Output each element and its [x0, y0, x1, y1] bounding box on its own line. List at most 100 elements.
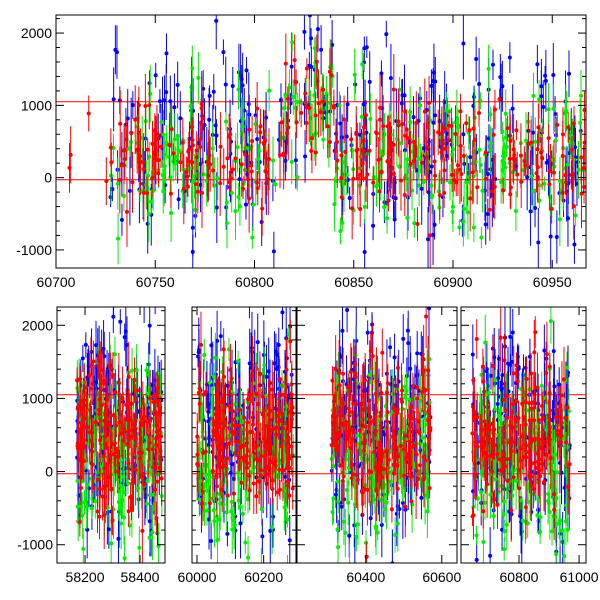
data-point-red [143, 104, 148, 109]
data-point-red [566, 125, 571, 130]
data-point-red [103, 441, 108, 446]
data-point-green [500, 168, 505, 173]
data-point-blue [548, 234, 553, 239]
data-point-green [152, 492, 157, 497]
data-points [192, 307, 296, 583]
data-point-red [351, 176, 356, 181]
data-point-red [249, 169, 254, 174]
data-point-blue [554, 234, 559, 239]
data-point-red [116, 454, 121, 459]
data-point-blue [276, 342, 281, 347]
data-point-red [239, 480, 244, 485]
data-point-red [269, 427, 274, 432]
data-point-green [196, 174, 201, 179]
data-point-green [105, 505, 110, 510]
data-point-red [314, 59, 319, 64]
data-point-red [385, 410, 390, 415]
data-point-red [220, 438, 225, 443]
data-point-red [333, 366, 338, 371]
data-point-green [331, 464, 336, 469]
data-point-green [273, 182, 278, 187]
data-point-blue [402, 148, 407, 153]
data-point-red [379, 170, 384, 175]
data-point-green [215, 176, 220, 181]
axes-frame [191, 306, 297, 564]
data-point-red [159, 144, 164, 149]
data-point-blue [498, 75, 503, 80]
data-point-blue [339, 504, 344, 509]
data-point-red [90, 462, 95, 467]
data-point-green [417, 183, 422, 188]
data-point-green [488, 112, 493, 117]
data-point-red [385, 159, 390, 164]
data-point-red [193, 182, 198, 187]
data-point-green [236, 359, 241, 364]
data-point-red [259, 473, 264, 478]
data-point-red [546, 136, 551, 141]
data-point-green [565, 162, 570, 167]
data-point-blue [221, 50, 226, 55]
data-point-red [381, 124, 386, 129]
data-point-green [372, 497, 377, 502]
data-point-red [139, 473, 144, 478]
data-point-red [349, 462, 354, 467]
data-point-red [377, 189, 382, 194]
data-point-green [147, 154, 152, 159]
data-point-green [336, 499, 341, 504]
data-point-green [227, 433, 232, 438]
x-tick-label: 60700 [37, 274, 76, 290]
data-point-blue [543, 73, 548, 78]
data-point-green [235, 145, 240, 150]
data-point-red [155, 387, 160, 392]
data-point-red [239, 162, 244, 167]
data-point-red [111, 413, 116, 418]
data-point-red [184, 170, 189, 175]
data-point-blue [236, 579, 240, 583]
data-point-green [93, 499, 98, 504]
data-point-green [237, 204, 242, 209]
data-point-green [146, 212, 151, 217]
data-point-green [573, 213, 578, 218]
data-point-red [367, 148, 372, 153]
data-point-red [420, 367, 425, 372]
data-point-red [115, 469, 120, 474]
data-point-blue [507, 55, 512, 60]
data-point-red [360, 394, 365, 399]
data-point-green [344, 172, 349, 177]
data-point-blue [238, 521, 243, 526]
data-point-red [318, 110, 323, 115]
data-point-red [386, 198, 391, 203]
data-point-red [487, 207, 492, 212]
data-point-red [290, 486, 295, 491]
data-point-red [304, 66, 309, 71]
data-point-red [190, 143, 195, 148]
data-point-red [195, 462, 200, 467]
data-point-blue [364, 45, 369, 50]
data-point-red [207, 501, 212, 506]
data-point-red [199, 101, 204, 106]
data-point-blue [255, 340, 260, 345]
data-point-red [270, 387, 275, 392]
data-point-green [553, 138, 558, 143]
data-point-blue [228, 470, 233, 475]
data-point-red [255, 180, 260, 185]
data-point-blue [302, 29, 307, 34]
data-point-red [292, 58, 297, 63]
data-point-red [247, 127, 252, 132]
data-point-red [376, 157, 381, 162]
data-point-red [178, 160, 183, 165]
data-point-red [263, 471, 268, 476]
data-point-green [84, 504, 89, 509]
data-point-red [138, 159, 143, 164]
data-point-blue [249, 345, 254, 350]
data-point-green [393, 532, 398, 537]
data-point-blue [468, 155, 473, 160]
data-point-blue [142, 298, 146, 302]
data-point-green [230, 527, 235, 532]
data-point-red [147, 440, 152, 445]
data-point-red [154, 443, 159, 448]
data-point-red [133, 117, 138, 122]
data-point-green [207, 380, 212, 385]
data-point-green [202, 353, 207, 358]
